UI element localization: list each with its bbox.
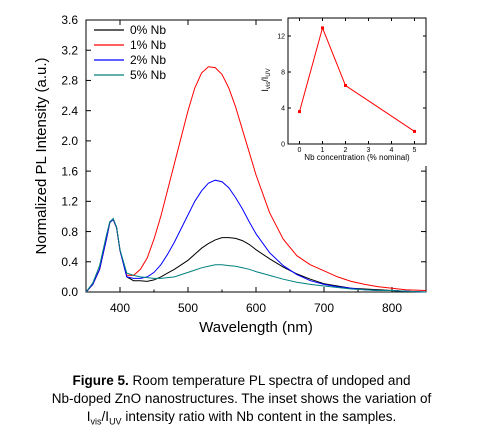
main-x-tick-label: 500 — [178, 301, 198, 315]
legend-label-0: 0% Nb — [130, 23, 166, 37]
main-series-line-0 — [85, 217, 427, 293]
caption-slash-i: /I — [101, 409, 110, 424]
main-x-tick-label: 600 — [246, 301, 266, 315]
inset-y-axis-label: Ivis/IUV — [260, 68, 272, 91]
inset-series-group — [298, 26, 416, 133]
main-legend: 0% Nb1% Nb2% Nb5% Nb — [94, 23, 166, 82]
inset-x-tick-label: 2 — [344, 147, 348, 154]
main-y-tick-label: 3.2 — [61, 43, 78, 57]
inset-x-axis-label: Nb concentration (% nominal) — [304, 153, 410, 162]
main-y-tick-label: 1.2 — [61, 195, 78, 209]
main-y-tick-label: 2.0 — [61, 134, 78, 148]
inset-x-tick-label: 3 — [367, 147, 371, 154]
main-x-tick-label: 800 — [382, 301, 402, 315]
main-y-tick-label: 3.6 — [61, 13, 78, 27]
inset-y-tick-label: 12 — [277, 33, 285, 40]
inset-plot-frame — [287, 17, 427, 145]
main-series-line-2 — [85, 179, 427, 293]
caption-i: I — [86, 409, 91, 424]
main-y-tick-label: 0.8 — [61, 225, 78, 239]
main-axis-ticks: 400 500 600 700 8000.00.40.81.21.62.02.42.83… — [61, 13, 427, 315]
main-chart: 400 500 600 700 8000.00.40.81.21.62.02.42.83… — [33, 13, 427, 336]
inset-data-point — [321, 26, 324, 30]
inset-y-tick-label: 4 — [281, 105, 285, 112]
inset-series-line-0 — [299, 26, 415, 132]
legend-label-3: 5% Nb — [130, 68, 166, 82]
legend-label-1: 1% Nb — [130, 38, 166, 52]
inset-y-tick-label: 0 — [281, 141, 285, 148]
main-x-axis-label: Wavelength (nm) — [199, 319, 313, 336]
main-x-tick-label: 400 — [110, 301, 130, 315]
inset-data-point — [413, 129, 416, 133]
caption-line-3: Ivis/IUV intensity ratio with Nb content… — [0, 408, 483, 431]
caption-line-1: Figure 5. Room temperature PL spectra of… — [0, 372, 483, 390]
inset-x-tick-label: 5 — [413, 147, 417, 154]
inset-x-tick-label: 0 — [298, 147, 302, 154]
main-y-tick-label: 2.8 — [61, 74, 78, 88]
caption-figure-label: Figure 5. — [72, 373, 129, 388]
inset-data-point — [298, 110, 301, 114]
caption-text-3: intensity ratio with Nb content in the s… — [121, 409, 397, 424]
main-y-tick-label: 1.6 — [61, 164, 78, 178]
inset-y-tick-label: 8 — [281, 69, 285, 76]
main-series-line-3 — [85, 217, 427, 293]
inset-data-point — [344, 84, 347, 87]
main-y-tick-label: 0.4 — [61, 255, 78, 269]
caption-sub-uv: UV — [109, 416, 122, 427]
main-series-group — [85, 66, 427, 293]
main-y-tick-label: 0.0 — [61, 285, 78, 299]
pl-spectra-figure: 400 500 600 700 8000.00.40.81.21.62.02.42.83… — [33, 13, 428, 336]
caption-line-2: Nb-doped ZnO nanostructures. The inset s… — [51, 391, 432, 406]
inset-x-tick-label: 1 — [321, 147, 325, 154]
main-y-axis-label: Normalized PL Intensity (a.u.) — [33, 57, 50, 254]
inset-x-tick-label: 4 — [390, 147, 394, 154]
caption-sub-vis: vis — [90, 416, 102, 427]
main-x-tick-label: 700 — [314, 301, 334, 315]
caption-text-1: Room temperature PL spectra of undoped a… — [128, 373, 411, 388]
legend-label-2: 2% Nb — [130, 53, 166, 67]
inset-background — [282, 16, 428, 166]
main-y-tick-label: 2.4 — [61, 104, 78, 118]
figure-caption: Figure 5. Room temperature PL spectra of… — [0, 372, 483, 431]
